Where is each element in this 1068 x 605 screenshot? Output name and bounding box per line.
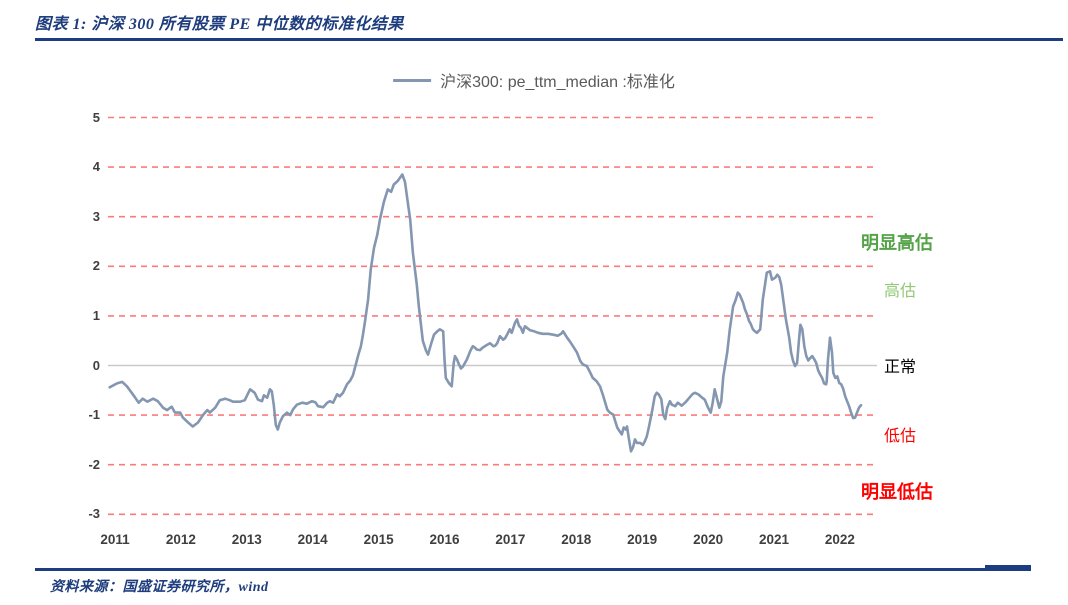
bottom-divider-rule-endcap <box>985 565 1031 571</box>
pe-median-series-line <box>108 173 863 453</box>
x-tick-label-2022: 2022 <box>824 532 855 547</box>
x-tick-label-2014: 2014 <box>297 532 328 547</box>
y-tick-label--1: -1 <box>88 407 100 423</box>
y-tick-label-2: 2 <box>92 258 100 274</box>
legend-line-swatch <box>393 78 432 82</box>
zone-label-4: 明显低估 <box>861 481 933 502</box>
x-tick-label-2017: 2017 <box>495 532 526 547</box>
x-tick-label-2011: 2011 <box>100 532 130 547</box>
x-tick-label-2016: 2016 <box>429 532 460 547</box>
x-tick-label-2021: 2021 <box>758 532 790 547</box>
x-tick-label-2018: 2018 <box>561 532 592 547</box>
y-tick-label-3: 3 <box>92 208 100 224</box>
zone-label-3: 低估 <box>884 427 917 445</box>
y-tick-label-1: 1 <box>92 307 100 323</box>
y-tick-label--3: -3 <box>88 506 100 522</box>
x-tick-label-2012: 2012 <box>165 532 196 547</box>
y-tick-label--2: -2 <box>88 456 100 472</box>
y-tick-label-0: 0 <box>92 357 100 373</box>
x-tick-label-2015: 2015 <box>363 532 394 547</box>
y-tick-label-4: 4 <box>92 159 100 175</box>
top-divider-rule <box>35 38 1063 41</box>
x-tick-label-2013: 2013 <box>231 532 262 547</box>
zone-label-2: 正常 <box>884 358 917 376</box>
zone-label-0: 明显高估 <box>861 232 933 253</box>
chart-legend: 沪深300: pe_ttm_median :标准化 <box>393 68 675 92</box>
y-tick-label-5: 5 <box>92 109 100 125</box>
zone-label-1: 高估 <box>884 283 917 301</box>
legend-label: 沪深300: pe_ttm_median :标准化 <box>440 74 675 91</box>
chart-title: 图表 1: 沪深 300 所有股票 PE 中位数的标准化结果 <box>35 16 404 33</box>
x-tick-label-2019: 2019 <box>627 532 658 547</box>
x-tick-label-2020: 2020 <box>693 532 724 547</box>
bottom-divider-rule <box>35 568 1030 571</box>
source-note: 资料来源：国盛证券研究所，wind <box>50 580 269 595</box>
